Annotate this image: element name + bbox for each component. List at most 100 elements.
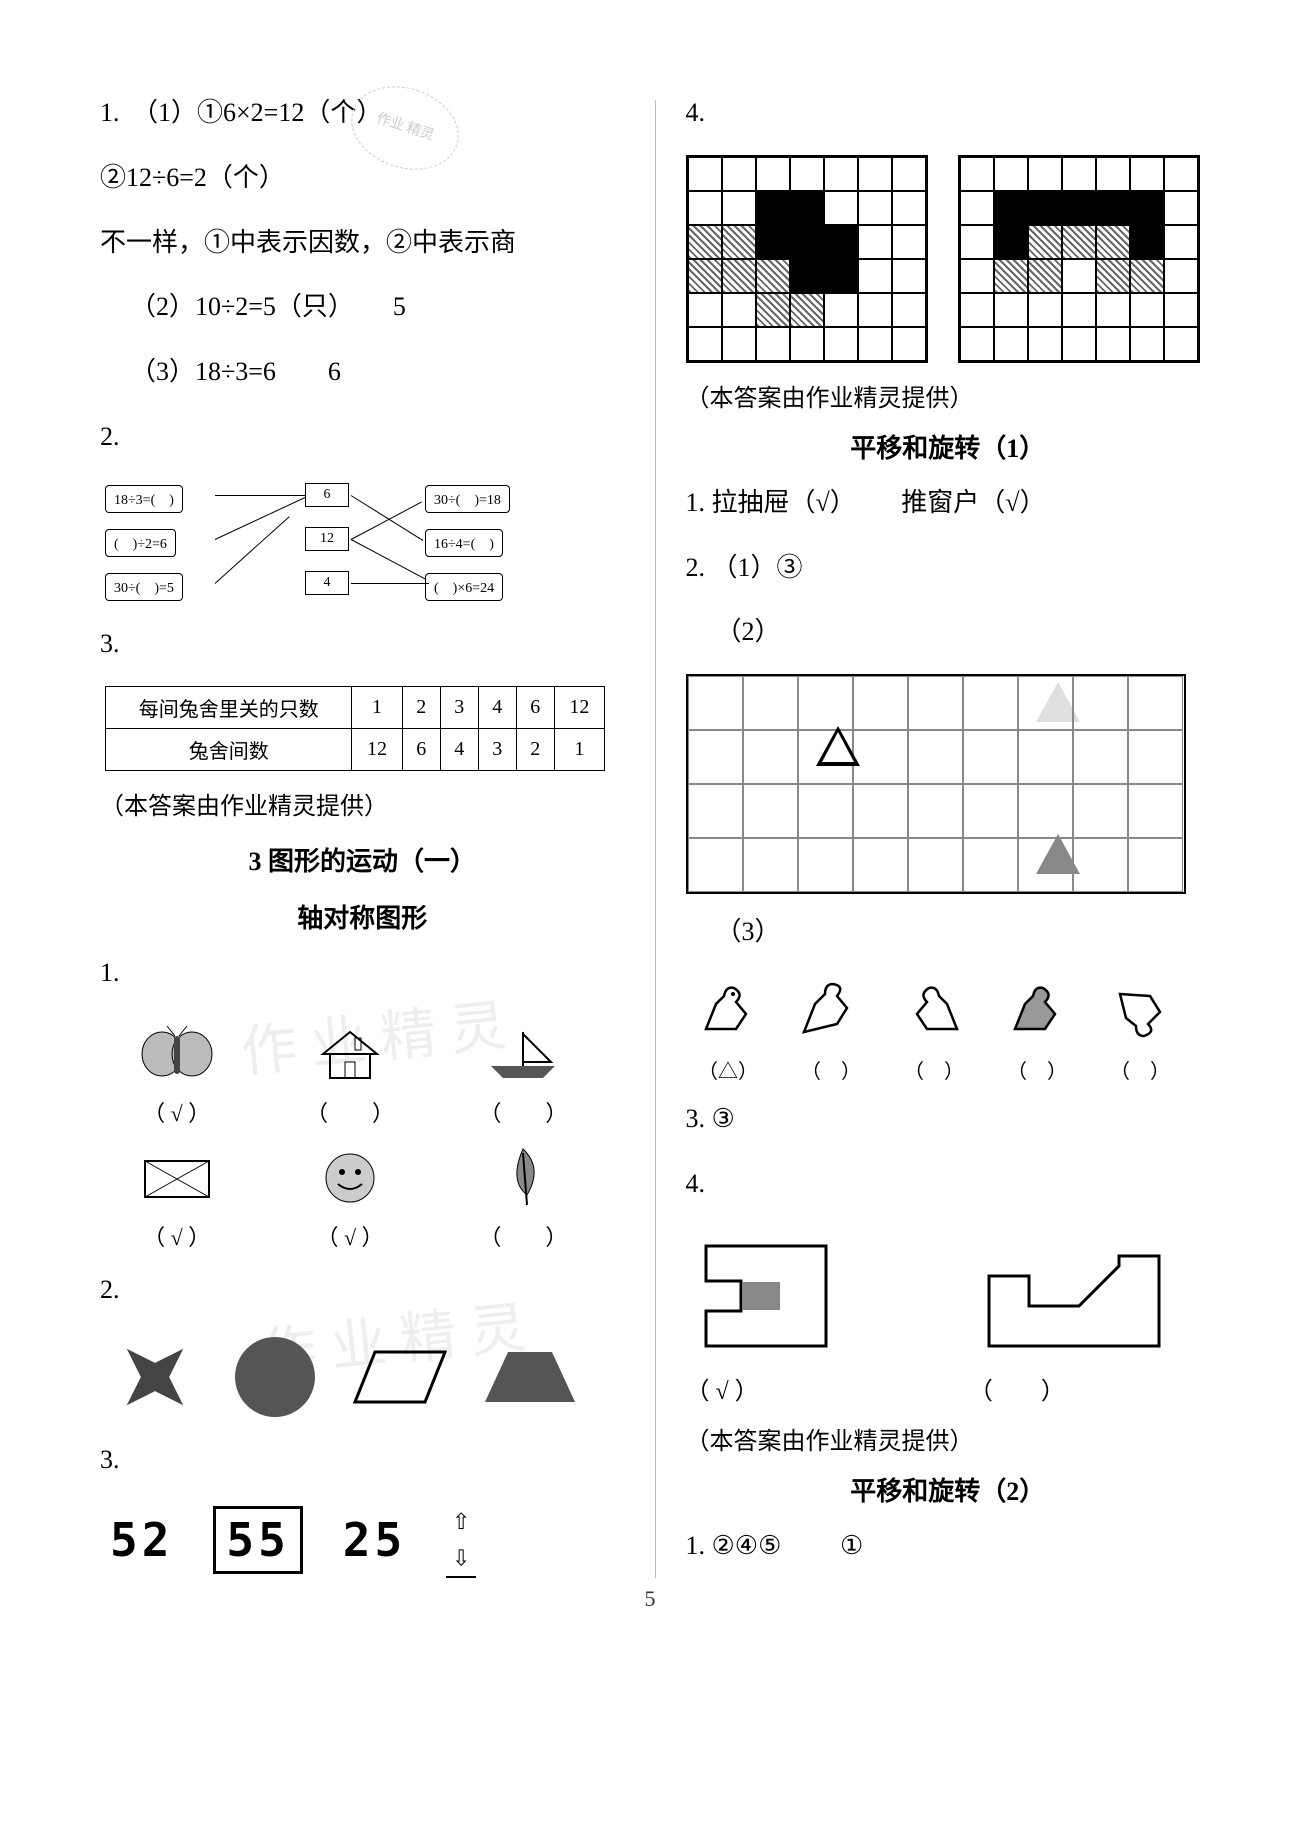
sym-lbl-5: （ ） xyxy=(447,1220,600,1252)
sym-lbl-4: （ √ ） xyxy=(273,1220,426,1252)
section-heading: 3 图形的运动（一） xyxy=(100,841,625,878)
bird-lbl-1: （ ） xyxy=(789,1055,874,1084)
puzzle-row: （ √ ） （ ） xyxy=(686,1226,1211,1406)
r3: 3. ③ xyxy=(686,1096,1211,1143)
sym-q1-num: 1. xyxy=(100,950,625,997)
grid-pair xyxy=(686,155,1211,363)
q1-num: 1. xyxy=(100,98,120,127)
arrow-pair-icon: ⇧ ⇩ xyxy=(446,1502,476,1578)
r0: 12 xyxy=(352,728,402,770)
section2-heading: 平移和旋转（1） xyxy=(686,428,1211,465)
mirror-q3-num: 3. xyxy=(100,1437,625,1484)
mb-r0: 30÷( )=18 xyxy=(425,485,510,513)
sub-heading: 轴对称图形 xyxy=(100,898,625,935)
th1: 每间兔舍里关的只数 xyxy=(106,686,352,728)
sym-boat: （ ） xyxy=(447,1014,600,1128)
note1: （本答案由作业精灵提供） xyxy=(100,786,625,821)
page: 作业 精灵 1. （1）①6×2=12（个） ②12÷6=2（个） 不一样，①中… xyxy=(0,0,1300,1628)
c2: 3 xyxy=(440,686,478,728)
q1-p3: （3）18÷3=6 6 xyxy=(100,349,625,396)
q3-num: 3. xyxy=(100,621,625,668)
sym-leaf: （ ） xyxy=(447,1138,600,1252)
grid-figure-2 xyxy=(958,155,1200,363)
puzzle-1: （ √ ） xyxy=(686,1226,909,1406)
c5: 12 xyxy=(554,686,604,728)
mb-l1: ( )÷2=6 xyxy=(105,529,176,557)
r1-b: 推窗户（√） xyxy=(901,488,1045,517)
sym-lbl-0: （ √ ） xyxy=(100,1096,253,1128)
mb-m0: 6 xyxy=(305,483,349,507)
bird-1: （ ） xyxy=(789,974,874,1084)
parallelogram-icon xyxy=(350,1342,450,1412)
rq4-num: 4. xyxy=(686,90,1211,137)
r2: 4 xyxy=(440,728,478,770)
page-number: 5 xyxy=(645,1586,656,1612)
r2-p1: （1）③ xyxy=(712,553,803,582)
dig-52: 52 xyxy=(110,1513,173,1567)
r2: 2. （1）③ xyxy=(686,545,1211,592)
sym-butterfly: （ √ ） xyxy=(100,1014,253,1128)
c4: 6 xyxy=(516,686,554,728)
symmetry-grid: （ √ ） （ ） （ ） （ √ ） （ √ ） xyxy=(100,1014,600,1252)
r2-num: 2. xyxy=(686,553,706,582)
r4-a: （ √ ） xyxy=(686,1379,759,1405)
table-row: 每间兔舍里关的只数 1 2 3 4 6 12 xyxy=(106,686,605,728)
r3-num: 3. xyxy=(686,1104,706,1133)
sym-lbl-2: （ ） xyxy=(447,1096,600,1128)
sym-house: （ ） xyxy=(273,1014,426,1128)
stamp-text: 作业 精灵 xyxy=(374,111,436,145)
cross-icon xyxy=(110,1332,200,1422)
translation-grid xyxy=(686,674,1186,894)
q2-num: 2. xyxy=(100,414,625,461)
mb-m2: 4 xyxy=(305,571,349,595)
r5-a: ②④⑤ xyxy=(712,1531,782,1560)
r3: 3 xyxy=(478,728,516,770)
mb-l2: 30÷( )=5 xyxy=(105,573,183,601)
mb-r1: 16÷4=( ) xyxy=(425,529,503,557)
bird-lbl-0: （△） xyxy=(686,1055,771,1084)
shapes-row xyxy=(110,1332,625,1422)
table-row: 兔舍间数 12 6 4 3 2 1 xyxy=(106,728,605,770)
r4: 2 xyxy=(516,728,554,770)
digits-row: 52 55 25 ⇧ ⇩ xyxy=(110,1502,625,1578)
note2: （本答案由作业精灵提供） xyxy=(686,378,1211,413)
arrow-down-icon: ⇩ xyxy=(452,1539,470,1574)
left-column: 1. （1）①6×2=12（个） ②12÷6=2（个） 不一样，①中表示因数，②… xyxy=(80,90,655,1588)
arrow-up-icon: ⇧ xyxy=(452,1502,470,1537)
section3-heading: 平移和旋转（2） xyxy=(686,1471,1211,1508)
q1-p2: （2）10÷2=5（只） 5 xyxy=(100,284,625,331)
sym-envelope: （ √ ） xyxy=(100,1138,253,1252)
c0: 1 xyxy=(352,686,402,728)
r1: 6 xyxy=(402,728,440,770)
dig-25: 25 xyxy=(343,1513,406,1567)
mb-l0: 18÷3=( ) xyxy=(105,485,183,513)
bird-0: （△） xyxy=(686,974,771,1084)
th2: 兔舍间数 xyxy=(106,728,352,770)
bird-3: （ ） xyxy=(995,974,1080,1084)
sym-lbl-1: （ ） xyxy=(273,1096,426,1128)
r5: 1. ②④⑤ ① xyxy=(686,1523,1211,1570)
sym-lbl-3: （ √ ） xyxy=(100,1220,253,1252)
q1-p1c: 不一样，①中表示因数，②中表示商 xyxy=(100,220,625,267)
circle-icon xyxy=(230,1332,320,1422)
bird-lbl-4: （ ） xyxy=(1098,1055,1183,1084)
r4-b: （ ） xyxy=(969,1379,1065,1405)
rabbit-table: 每间兔舍里关的只数 1 2 3 4 6 12 兔舍间数 12 6 4 3 2 1 xyxy=(105,686,605,771)
bird-2: （ ） xyxy=(892,974,977,1084)
mb-r2: ( )×6=24 xyxy=(425,573,503,601)
triangle-outline xyxy=(816,726,860,766)
sym-smiley: （ √ ） xyxy=(273,1138,426,1252)
r5-b: ① xyxy=(840,1531,863,1560)
c1: 2 xyxy=(402,686,440,728)
triangle-dash-1 xyxy=(1036,682,1080,722)
birds-row: （△） （ ） （ ） （ ） （ ） xyxy=(686,974,1211,1084)
r2-p2: （2） xyxy=(686,609,1211,656)
shapes-q2-num: 2. xyxy=(100,1267,625,1314)
r1-num: 1. xyxy=(686,488,706,517)
matching-diagram: 18÷3=( ) ( )÷2=6 30÷( )=5 6 12 4 30÷( )=… xyxy=(105,479,605,609)
grid-figure-1 xyxy=(686,155,928,363)
r1: 1. 拉抽屉（√） 推窗户（√） xyxy=(686,480,1211,527)
triangle-hatch xyxy=(1036,834,1080,874)
c3: 4 xyxy=(478,686,516,728)
q1-p1b: ②12÷6=2（个） xyxy=(100,155,625,202)
